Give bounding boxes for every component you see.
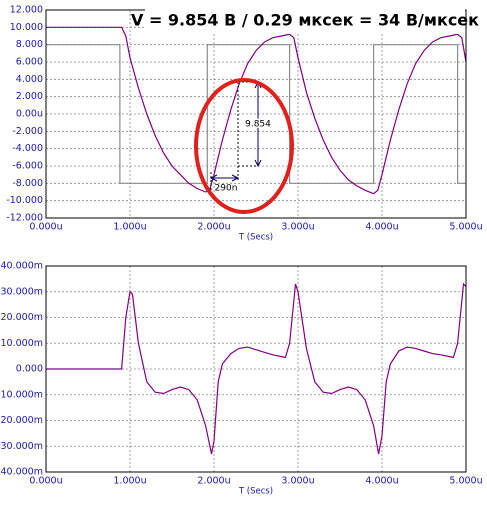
highlight-ellipse [194,78,294,214]
y-tick-label: 6.000 [16,57,43,68]
y-tick-label: 8.000 [16,39,43,50]
y-tick-label: -6.000 [12,161,43,172]
y-tick-label: -10.000 [6,195,43,206]
x-tick-label: 2.000u [197,222,230,233]
series-line [46,282,467,455]
x-tick-label: 1.000u [113,476,146,487]
x-tick-label: 0.000u [29,222,62,233]
y-tick-label: -20.000m [0,415,43,426]
plots: 12.000 10.000 8.000 6.000 4.000 2.000 0.00u -2.… [0,5,483,497]
y-tick-label: 10.000 [10,22,43,33]
arrow-head [209,174,240,182]
x-tick-label: 3.000u [281,222,314,233]
y-tick-label: 2.000 [16,91,43,102]
y-tick-label: 40.000m [1,261,44,272]
series-line [46,44,466,184]
y-tick-label: 10.000m [1,338,44,349]
y-tick-label: -40.000m [0,467,43,478]
y-tick-label: 30.000m [1,286,44,297]
annotation: 9.854 [245,120,271,130]
y-tick-label: 0.00u [16,109,43,120]
y-tick-label: -30.000m [0,441,43,452]
x-tick-label: 1.000u [113,222,146,233]
x-tick-label: 0.000u [29,476,62,487]
x-axis-label: T (Secs) [238,487,273,497]
y-tick-label: 0.000 [16,364,43,375]
chart-title: V = 9.854 В / 0.29 мксек = 34 В/мксек [131,11,479,30]
annotation: 290n [215,184,238,194]
y-tick-label: 20.000m [1,312,44,323]
x-tick-label: 5.000u [449,476,482,487]
y-tick-label: -4.000 [12,143,43,154]
series-line [46,26,467,195]
x-tick-label: 3.000u [281,476,314,487]
y-tick-label: -2.000 [12,126,43,137]
y-tick-label: -10.000m [0,389,43,400]
plot-frame [45,265,467,473]
x-tick-label: 4.000u [365,476,398,487]
y-tick-label: -12.000 [6,213,43,224]
y-tick-label: 12.000 [10,5,43,16]
x-tick-label: 4.000u [365,222,398,233]
x-tick-label: 5.000u [449,222,482,233]
y-tick-label: -8.000 [12,178,43,189]
x-axis-label: T (Secs) [238,233,273,243]
y-tick-label: 4.000 [16,74,43,85]
title-bg [145,8,465,34]
x-tick-label: 2.000u [197,476,230,487]
